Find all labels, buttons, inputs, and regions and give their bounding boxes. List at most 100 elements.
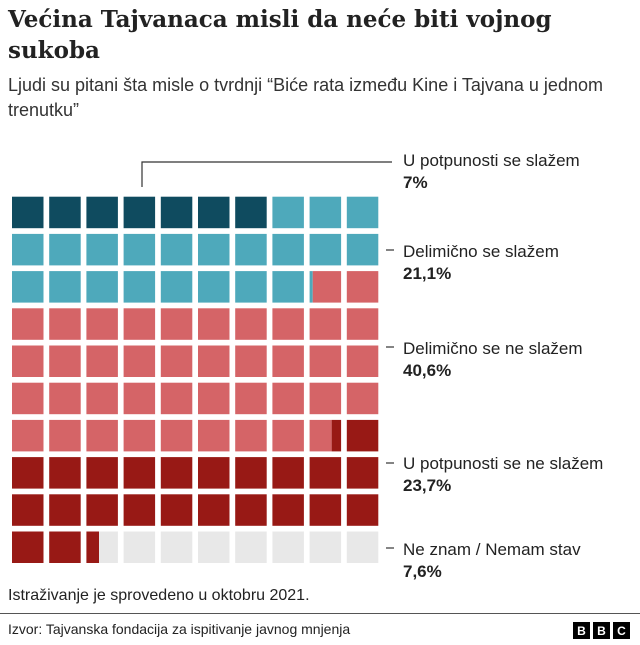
waffle-cell-10-1 (12, 233, 44, 266)
waffle-cell-6-0 (235, 196, 267, 229)
waffle-cell-72-3 (86, 457, 118, 489)
waffle-cell-55-2 (198, 382, 230, 415)
chart-title: Većina Tajvanaca misli da neće biti vojn… (8, 6, 552, 64)
waffle-cell-45-2 (198, 345, 230, 377)
waffle-cell-96-4 (235, 531, 267, 563)
waffle-cell-60-2 (12, 419, 44, 452)
waffle-cell-62-2 (86, 419, 118, 452)
waffle-cell-85-3 (198, 494, 230, 526)
waffle-cell-19-1 (346, 233, 379, 266)
waffle-cell-38-2 (309, 308, 342, 340)
waffle-cell-82-3 (86, 494, 118, 526)
waffle-cell-75-3 (198, 457, 230, 489)
waffle-cell-83-3 (123, 494, 156, 526)
waffle-cell-95-4 (198, 531, 230, 563)
waffle-cell-28-2 (312, 271, 342, 303)
waffle-cell-61-2 (49, 419, 81, 452)
waffle-cell-74-3 (160, 457, 193, 489)
waffle-cell-23-1 (123, 271, 156, 303)
waffle-cell-25-1 (198, 271, 230, 303)
waffle-cell-33-2 (123, 308, 156, 340)
waffle-cell-67-2 (272, 419, 304, 452)
waffle-cell-53-2 (123, 382, 156, 415)
waffle-cell-65-2 (198, 419, 230, 452)
waffle-cell-92-3 (86, 531, 99, 563)
waffle-cell-44-2 (160, 345, 193, 377)
waffle-cell-14-1 (160, 233, 193, 266)
waffle-cell-12-1 (86, 233, 118, 266)
waffle-cell-3-0 (123, 196, 156, 229)
legend-label-4: Ne znam / Nemam stav 7,6% (403, 540, 581, 581)
legend-label-0: U potpunosti se slažem 7% (403, 151, 580, 192)
waffle-cell-41-2 (49, 345, 81, 377)
waffle-cell-18-1 (309, 233, 342, 266)
waffle-cell-48-2 (309, 345, 342, 377)
waffle-cell-36-2 (235, 308, 267, 340)
waffle-cell-70-3 (12, 457, 44, 489)
waffle-cell-86-3 (235, 494, 267, 526)
waffle-cell-39-2 (346, 308, 379, 340)
legend-label-3: U potpunosti se ne slažem 23,7% (403, 454, 604, 495)
waffle-cell-66-2 (235, 419, 267, 452)
waffle-cell-5-0 (198, 196, 230, 229)
waffle-cell-16-1 (235, 233, 267, 266)
waffle-cell-76-3 (235, 457, 267, 489)
waffle-cell-88-3 (309, 494, 342, 526)
waffle-cell-71-3 (49, 457, 81, 489)
waffle-cell-73-3 (123, 457, 156, 489)
waffle-cell-77-3 (272, 457, 304, 489)
waffle-cell-92-4 (99, 531, 118, 563)
bbc-logo-b1: B (573, 622, 590, 639)
waffle-cell-91-3 (49, 531, 81, 563)
waffle-cell-50-2 (12, 382, 44, 415)
waffle-cell-42-2 (86, 345, 118, 377)
waffle-cell-64-2 (160, 419, 193, 452)
waffle-cell-81-3 (49, 494, 81, 526)
bbc-logo-c: C (613, 622, 630, 639)
waffle-cell-78-3 (309, 457, 342, 489)
bbc-logo-b2: B (593, 622, 610, 639)
waffle-cell-59-2 (346, 382, 379, 415)
waffle-cell-27-1 (272, 271, 304, 303)
waffle-cell-68-3 (331, 419, 342, 452)
waffle-cell-30-2 (12, 308, 44, 340)
waffle-cell-17-1 (272, 233, 304, 266)
waffle-cell-31-2 (49, 308, 81, 340)
divider (0, 613, 640, 614)
waffle-cell-1-0 (49, 196, 81, 229)
waffle-cell-20-1 (12, 271, 44, 303)
waffle-cell-93-4 (123, 531, 156, 563)
waffle-cell-47-2 (272, 345, 304, 377)
waffle-cell-21-1 (49, 271, 81, 303)
waffle-cell-24-1 (160, 271, 193, 303)
waffle-cell-11-1 (49, 233, 81, 266)
waffle-cell-51-2 (49, 382, 81, 415)
waffle-cell-40-2 (12, 345, 44, 377)
waffle-cell-49-2 (346, 345, 379, 377)
source: Izvor: Tajvanska fondacija za ispitivanj… (8, 621, 351, 637)
waffle-cell-9-1 (346, 196, 379, 229)
waffle-cell-98-4 (309, 531, 342, 563)
waffle-cell-97-4 (272, 531, 304, 563)
waffle-cell-46-2 (235, 345, 267, 377)
waffle-cell-87-3 (272, 494, 304, 526)
waffle-cell-99-4 (346, 531, 379, 563)
waffle-cell-52-2 (86, 382, 118, 415)
waffle-cell-94-4 (160, 531, 193, 563)
waffle-cell-79-3 (346, 457, 379, 489)
waffle-cell-68-2 (309, 419, 332, 452)
waffle-cell-2-0 (86, 196, 118, 229)
waffle-cell-8-1 (309, 196, 342, 229)
waffle-cell-89-3 (346, 494, 379, 526)
waffle-cell-54-2 (160, 382, 193, 415)
waffle-cell-84-3 (160, 494, 193, 526)
legend-label-1: Delimično se slažem 21,1% (403, 242, 559, 283)
waffle-cell-69-3 (346, 419, 379, 452)
waffle-cell-80-3 (12, 494, 44, 526)
waffle-cell-15-1 (198, 233, 230, 266)
waffle-cell-58-2 (309, 382, 342, 415)
waffle-cell-63-2 (123, 419, 156, 452)
waffle-cell-35-2 (198, 308, 230, 340)
survey-note: Istraživanje je sprovedeno u oktobru 202… (8, 587, 310, 604)
